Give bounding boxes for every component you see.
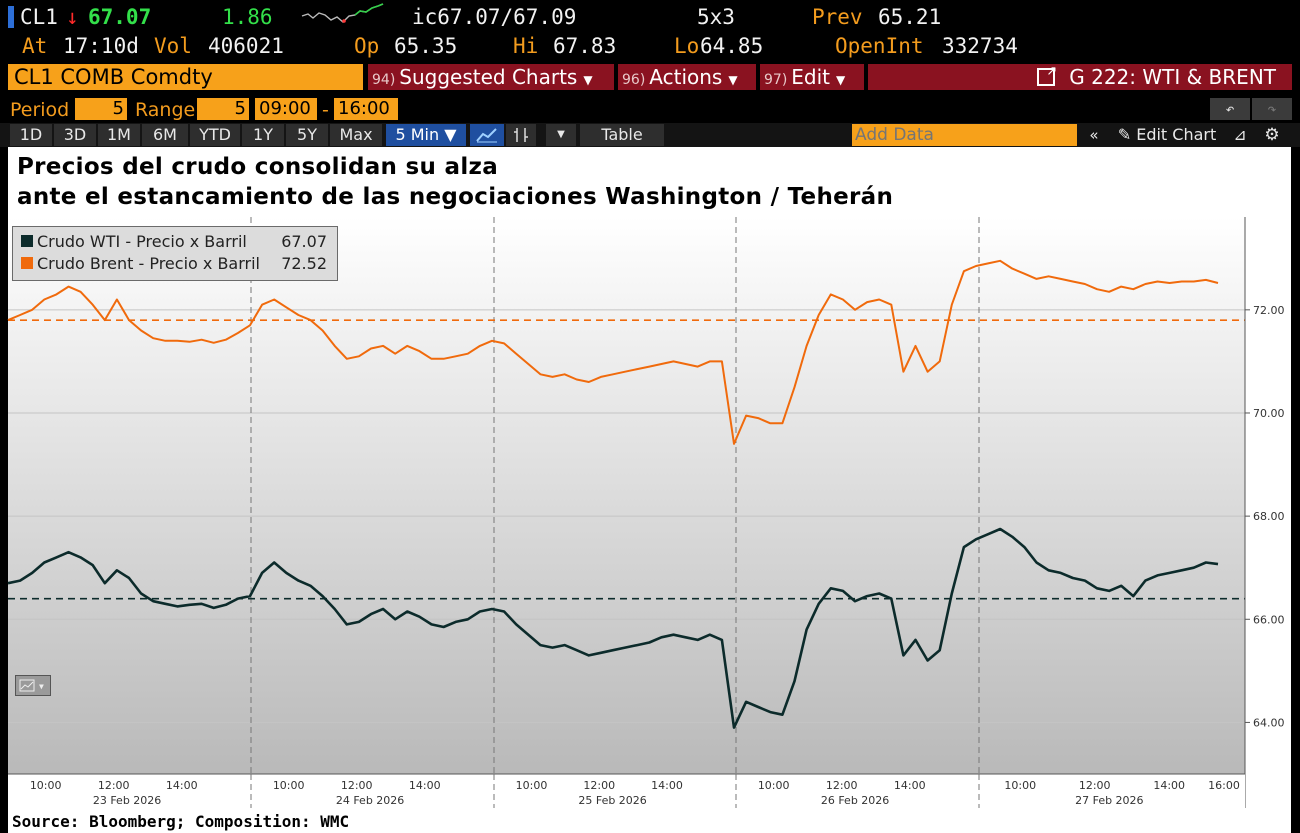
legend[interactable]: Crudo WTI - Precio x Barril 67.07 Crudo … — [12, 226, 338, 281]
table-button[interactable]: Table — [580, 124, 664, 146]
tab-5-min[interactable]: 5 Min ▼ — [386, 124, 466, 146]
tab-1m[interactable]: 1M — [98, 124, 140, 146]
legend-label-brent: Crudo Brent - Precio x Barril — [37, 254, 260, 273]
price-change: 1.86 — [222, 5, 273, 29]
pencil-icon: ✎ — [1117, 125, 1132, 144]
prev-value: 65.21 — [878, 5, 942, 29]
chart-title-line-1: Precios del crudo consolidan su alza — [17, 154, 499, 180]
sparkline-icon — [301, 3, 384, 23]
chart-title-line-2: ante el estancamiento de las negociacion… — [17, 184, 894, 210]
edit-number: 97) — [764, 72, 788, 88]
last-price: 67.07 — [88, 5, 152, 29]
chevron-down-icon: ▼ — [836, 73, 846, 87]
bid-ask: ic67.07/67.09 — [412, 5, 577, 29]
high-value: 67.83 — [553, 34, 617, 58]
ticker[interactable]: CL1 — [20, 5, 58, 29]
tab-1d[interactable]: 1D — [10, 124, 52, 146]
edit-chart-label: Edit Chart — [1136, 125, 1217, 144]
vol-value: 406021 — [208, 34, 284, 58]
suggested-charts-menu[interactable]: 94) Suggested Charts ▼ — [368, 64, 614, 90]
suggested-charts-number: 94) — [372, 72, 396, 88]
range-label: Range — [135, 99, 196, 121]
open-interest-value: 332734 — [942, 34, 1018, 58]
legend-item-wti[interactable]: Crudo WTI - Precio x Barril — [21, 232, 247, 251]
at-label: At — [22, 34, 48, 58]
add-data-input[interactable] — [852, 124, 1077, 146]
security-field[interactable]: CL1 COMB Comdty — [8, 64, 363, 90]
down-arrow-icon: ↓ — [66, 5, 79, 29]
chart-id-bar[interactable]: ↗ G 222: WTI & BRENT — [868, 64, 1292, 90]
tab-3d[interactable]: 3D — [54, 124, 96, 146]
legend-value-brent: 72.52 — [281, 254, 327, 273]
actions-label: Actions — [649, 65, 723, 89]
actions-number: 96) — [622, 72, 646, 88]
annotate-icon[interactable]: ⊿ — [1228, 124, 1252, 146]
legend-swatch-brent — [21, 257, 33, 269]
time-separator: - — [322, 99, 329, 121]
tab-ytd[interactable]: YTD — [190, 124, 240, 146]
source-text: Source: Bloomberg; Composition: WMC — [12, 811, 1291, 833]
prev-label: Prev — [812, 5, 863, 29]
tab-1y[interactable]: 1Y — [242, 124, 284, 146]
mini-chart-toggle-icon[interactable]: ▼ — [15, 675, 51, 696]
open-interest-label: OpenInt — [835, 34, 924, 58]
edit-menu[interactable]: 97) Edit ▼ — [760, 64, 864, 90]
period-input[interactable]: 5 — [75, 98, 127, 120]
actions-menu[interactable]: 96) Actions ▼ — [618, 64, 756, 90]
chart-type-dropdown-icon[interactable]: ▼ — [546, 124, 576, 146]
period-label: Period — [10, 99, 70, 121]
edit-chart-button[interactable]: ✎ Edit Chart — [1110, 124, 1224, 146]
tab-5y[interactable]: 5Y — [286, 124, 328, 146]
chevron-down-icon: ▼ — [728, 73, 738, 87]
legend-swatch-wti — [21, 235, 33, 247]
edit-label: Edit — [791, 65, 831, 89]
range-input[interactable]: 5 — [197, 98, 249, 120]
open-label: Op — [354, 34, 380, 58]
start-time-input[interactable]: 09:00 — [255, 98, 317, 120]
collapse-icon[interactable]: « — [1082, 124, 1106, 146]
line-chart-icon[interactable] — [470, 124, 504, 146]
bid-ask-size: 5x3 — [697, 5, 735, 29]
vol-label: Vol — [154, 34, 192, 58]
svg-text:▼: ▼ — [39, 682, 44, 691]
legend-item-brent[interactable]: Crudo Brent - Precio x Barril — [21, 254, 260, 273]
redo-icon[interactable]: ↷ — [1252, 98, 1292, 120]
tab-6m[interactable]: 6M — [142, 124, 188, 146]
low-label: Lo — [674, 34, 700, 58]
legend-label-wti: Crudo WTI - Precio x Barril — [37, 232, 247, 251]
external-link-icon[interactable]: ↗ — [1037, 65, 1057, 86]
end-time-input[interactable]: 16:00 — [334, 98, 398, 120]
gear-icon[interactable]: ⚙ — [1258, 124, 1286, 146]
high-label: Hi — [513, 34, 539, 58]
legend-value-wti: 67.07 — [281, 232, 327, 251]
tab-max[interactable]: Max — [330, 124, 382, 146]
chart-id: G 222: WTI & BRENT — [1069, 65, 1276, 89]
undo-icon[interactable]: ↶ — [1210, 98, 1250, 120]
open-value: 65.35 — [394, 34, 458, 58]
security-marker — [8, 6, 14, 28]
at-time: 17:10d — [63, 34, 139, 58]
timeframe-bar: 1D 3D 1M 6M YTD 1Y 5Y Max 5 Min ▼ ▼ Tabl… — [0, 123, 1300, 147]
low-value: 64.85 — [700, 34, 764, 58]
suggested-charts-label: Suggested Charts — [399, 65, 578, 89]
candlestick-icon[interactable] — [506, 124, 536, 146]
chevron-down-icon: ▼ — [583, 73, 593, 87]
command-toolbar: CL1 COMB Comdty 94) Suggested Charts ▼ 96)… — [0, 63, 1300, 91]
